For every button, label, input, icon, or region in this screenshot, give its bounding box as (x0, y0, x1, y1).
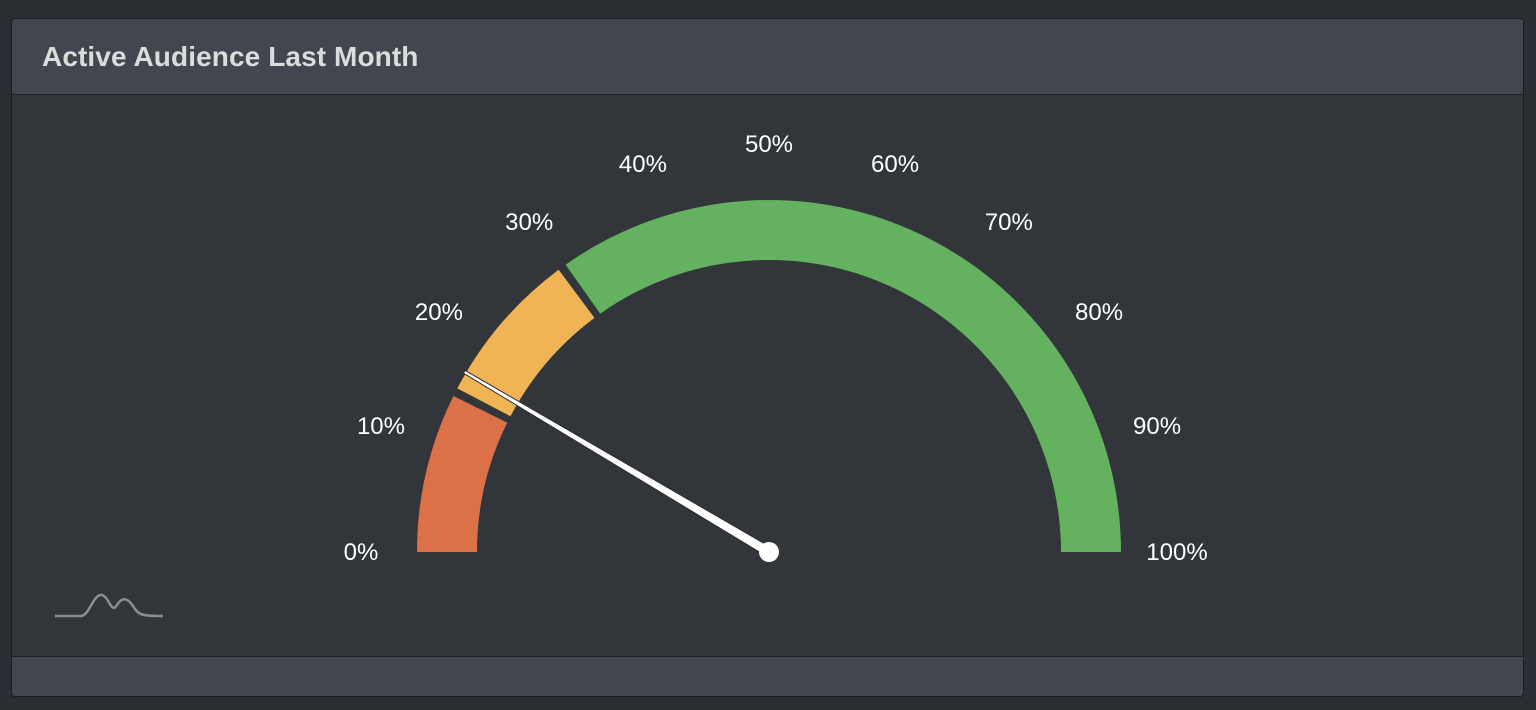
panel-header: Active Audience Last Month (12, 19, 1523, 95)
gauge-chart: 0% 10% 20% 30% 40% 50% 60% 70% 80% 90% 100% (344, 131, 1208, 566)
gauge-band-0 (417, 396, 508, 552)
gauge-tick-label: 40% (619, 151, 667, 178)
gauge-bands (417, 199, 1121, 552)
gauge-band-2 (565, 199, 1121, 552)
gauge-tick-labels: 0% 10% 20% 30% 40% 50% 60% 70% 80% 90% 100% (344, 131, 1208, 566)
gauge-tick-label: 30% (505, 209, 553, 236)
mountain-logo-icon (55, 593, 163, 618)
gauge-tick-label: 50% (745, 131, 793, 158)
panel-title: Active Audience Last Month (42, 41, 419, 72)
gauge-tick-label: 70% (985, 209, 1033, 236)
gauge-tick-label: 10% (357, 413, 405, 440)
gauge-tick-label: 0% (344, 539, 379, 566)
gauge-needle-hub (759, 542, 779, 562)
gauge-tick-label: 60% (871, 151, 919, 178)
panel-footer (12, 656, 1523, 696)
gauge-needle (462, 369, 773, 557)
gauge-tick-label: 100% (1146, 539, 1207, 566)
gauge-band-1 (457, 269, 595, 417)
gauge-needle-group (462, 369, 779, 562)
gauge-tick-label: 90% (1133, 413, 1181, 440)
gauge-tick-label: 20% (415, 299, 463, 326)
gauge-panel: Active Audience Last Month 0% 10% 20% 30% 40… (11, 18, 1524, 697)
gauge-tick-label: 80% (1075, 299, 1123, 326)
